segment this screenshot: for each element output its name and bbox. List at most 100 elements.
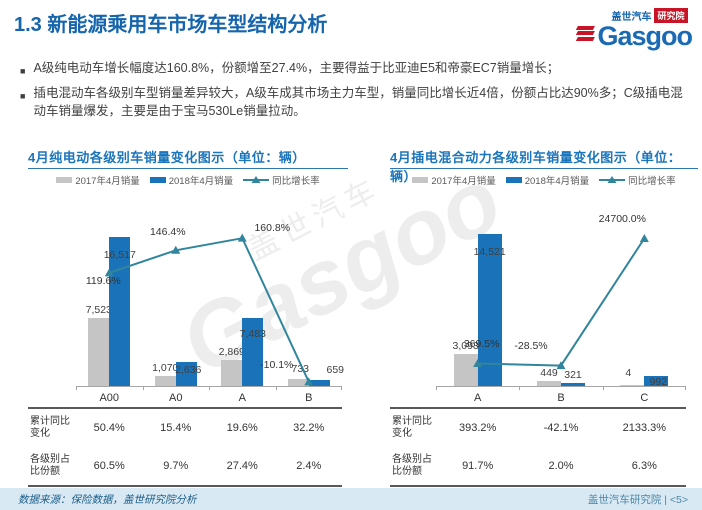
category-label: B bbox=[557, 392, 565, 404]
bullet-item: ■ 插电混动车各级别车型销量差异较大，A级车成其市场主力车型，销量同比增长近4倍… bbox=[18, 84, 688, 120]
legend-swatch-2018 bbox=[149, 177, 166, 183]
bar-value-label: 449 bbox=[540, 367, 558, 380]
legend-label: 2018年4月销量 bbox=[524, 176, 590, 187]
table-row: 累计同比变化 50.4% 15.4% 19.6% 32.2% bbox=[28, 409, 342, 447]
legend-item-2018: 2018年4月销量 bbox=[149, 173, 234, 187]
row-label: 累计同比变化 bbox=[30, 416, 70, 439]
table-cell: 9.7% bbox=[163, 460, 189, 472]
growth-marker-icon bbox=[304, 377, 314, 386]
category-label: A bbox=[473, 392, 482, 404]
table-cell: 15.4% bbox=[160, 422, 192, 434]
bar-2017 bbox=[154, 376, 176, 386]
growth-marker-icon bbox=[171, 245, 181, 254]
table-cell: 60.5% bbox=[93, 460, 125, 472]
legend-swatch-2017 bbox=[412, 177, 429, 183]
legend-item-growth: 同比增长率 bbox=[243, 173, 320, 187]
bar-2018 bbox=[477, 234, 502, 386]
category-label: A00 bbox=[99, 392, 120, 404]
category-label: C bbox=[640, 392, 649, 404]
table-row: 各级别占比份额 60.5% 9.7% 27.4% 2.4% bbox=[28, 447, 342, 487]
bar-value-label: 4 bbox=[625, 367, 632, 379]
title-rule bbox=[390, 168, 698, 169]
axis-tick bbox=[519, 386, 521, 390]
bar-value-label: 7,483 bbox=[239, 328, 266, 341]
chart-title: 4月纯电动各级别车销量变化图示（单位：辆） bbox=[28, 150, 306, 165]
bar-2017 bbox=[537, 381, 561, 386]
bar-2018 bbox=[242, 318, 264, 386]
legend-growth-marker-icon bbox=[243, 176, 270, 183]
bullet-item: ■ A级纯电动车增长幅度达160.8%，份额增至27.4%，主要得益于比亚迪E5… bbox=[18, 59, 688, 80]
growth-marker-icon bbox=[639, 234, 649, 243]
growth-marker-icon bbox=[104, 268, 114, 277]
bar-value-label: 7,523 bbox=[85, 304, 112, 317]
legend-item-2017: 2017年4月销量 bbox=[56, 173, 140, 187]
axis-tick bbox=[142, 386, 144, 390]
bar-2018 bbox=[561, 382, 585, 386]
title-rule bbox=[28, 168, 348, 169]
table-cell: 50.4% bbox=[93, 422, 125, 434]
table-cell: 2133.3% bbox=[622, 422, 667, 434]
growth-value-label: 119.6% bbox=[85, 274, 121, 287]
axis-tick bbox=[436, 386, 437, 390]
bar-2017 bbox=[453, 353, 478, 386]
legend-label: 同比增长率 bbox=[628, 176, 676, 187]
logo-main: 盖世汽车 研究院 Gasgoo bbox=[597, 8, 693, 51]
chart-legend: 2017年4月销量 2018年4月销量 同比增长率 bbox=[390, 173, 698, 187]
bev-table: A00 A0 A B 累计同比变化 50.4% 15.4% 19.6% 32.2… bbox=[28, 390, 348, 487]
page-title: 1.3 新能源乘用车市场车型结构分析 bbox=[14, 14, 328, 36]
logo-stripes-icon bbox=[576, 24, 596, 42]
table-header-row: A B C bbox=[390, 390, 686, 409]
table-cell: 2.0% bbox=[548, 460, 574, 472]
legend-label: 2017年4月销量 bbox=[75, 176, 140, 187]
category-label: B bbox=[305, 392, 313, 404]
row-label: 累计同比变化 bbox=[392, 416, 432, 439]
bar-value-label: 1,070 bbox=[152, 362, 179, 375]
chart-legend: 2017年4月销量 2018年4月销量 同比增长率 bbox=[28, 173, 348, 187]
bar-value-label: 3,093 bbox=[452, 339, 479, 352]
legend-item-2018: 2018年4月销量 bbox=[505, 173, 590, 187]
logo-wordmark: Gasgoo bbox=[597, 21, 693, 51]
bar-2018 bbox=[109, 236, 131, 386]
phev-plot-area: 3,093 449 4 14,521 321 992 369.5% -28.5% 24700.0… bbox=[436, 201, 686, 390]
bar-value-label: 16,517 bbox=[103, 248, 136, 261]
table-row: 累计同比变化 393.2% -42.1% 2133.3% bbox=[390, 409, 686, 447]
legend-growth-marker-icon bbox=[599, 176, 626, 183]
growth-value-label: -10.1% bbox=[260, 358, 294, 371]
bar-value-label: 659 bbox=[326, 364, 345, 377]
bar-value-label: 2,636 bbox=[175, 364, 202, 377]
legend-label: 2017年4月销量 bbox=[431, 176, 496, 187]
page-number: 盖世汽车研究院 | <5> bbox=[587, 493, 688, 506]
bullet-text: A级纯电动车增长幅度达160.8%，份额增至27.4%，主要得益于比亚迪E5和帝… bbox=[33, 61, 560, 75]
table-cell: 393.2% bbox=[459, 422, 497, 434]
phev-table: A B C 累计同比变化 393.2% -42.1% 2133.3% 各级别占比… bbox=[390, 390, 698, 487]
table-cell: 32.2% bbox=[293, 422, 325, 434]
table-header-row: A00 A0 A B bbox=[28, 390, 342, 409]
charts-row: 4月纯电动各级别车销量变化图示（单位：辆） 2017年4月销量 2018年4月销… bbox=[0, 148, 702, 487]
bullet-text: 插电混动车各级别车型销量差异较大，A级车成其市场主力车型，销量同比增长近4倍，份… bbox=[33, 86, 683, 118]
bar-value-label: 2,869 bbox=[218, 346, 245, 359]
bar-value-label: 992 bbox=[649, 375, 668, 388]
logo-badge: 研究院 bbox=[654, 8, 688, 23]
table-cell: 6.3% bbox=[631, 460, 657, 472]
bar-2017 bbox=[620, 385, 645, 386]
bullet-list: ■ A级纯电动车增长幅度达160.8%，份额增至27.4%，主要得益于比亚迪E5… bbox=[18, 59, 688, 120]
table-cell: 2.4% bbox=[296, 460, 322, 472]
header: 1.3 新能源乘用车市场车型结构分析 盖世汽车 研究院 Gasgoo bbox=[0, 0, 702, 51]
chart-title: 4月插电混合动力各级别车销量变化图示（单位：辆） bbox=[390, 150, 682, 184]
axis-tick bbox=[685, 386, 686, 390]
growth-marker-icon bbox=[473, 359, 483, 368]
axis-tick bbox=[341, 386, 342, 390]
growth-value-label: 146.4% bbox=[149, 226, 186, 239]
legend-label: 2018年4月销量 bbox=[168, 176, 234, 187]
growth-value-label: 369.5% bbox=[463, 337, 500, 350]
table-cell: 19.6% bbox=[226, 422, 258, 434]
row-label: 各级别占比份额 bbox=[30, 454, 70, 477]
axis-tick bbox=[209, 386, 210, 390]
growth-value-label: 160.8% bbox=[254, 222, 291, 235]
legend-item-growth: 同比增长率 bbox=[599, 173, 676, 187]
row-label: 各级别占比份额 bbox=[392, 454, 432, 477]
growth-marker-icon bbox=[237, 233, 247, 242]
table-cell: -42.1% bbox=[543, 422, 579, 434]
bullet-square-icon: ■ bbox=[20, 66, 26, 76]
